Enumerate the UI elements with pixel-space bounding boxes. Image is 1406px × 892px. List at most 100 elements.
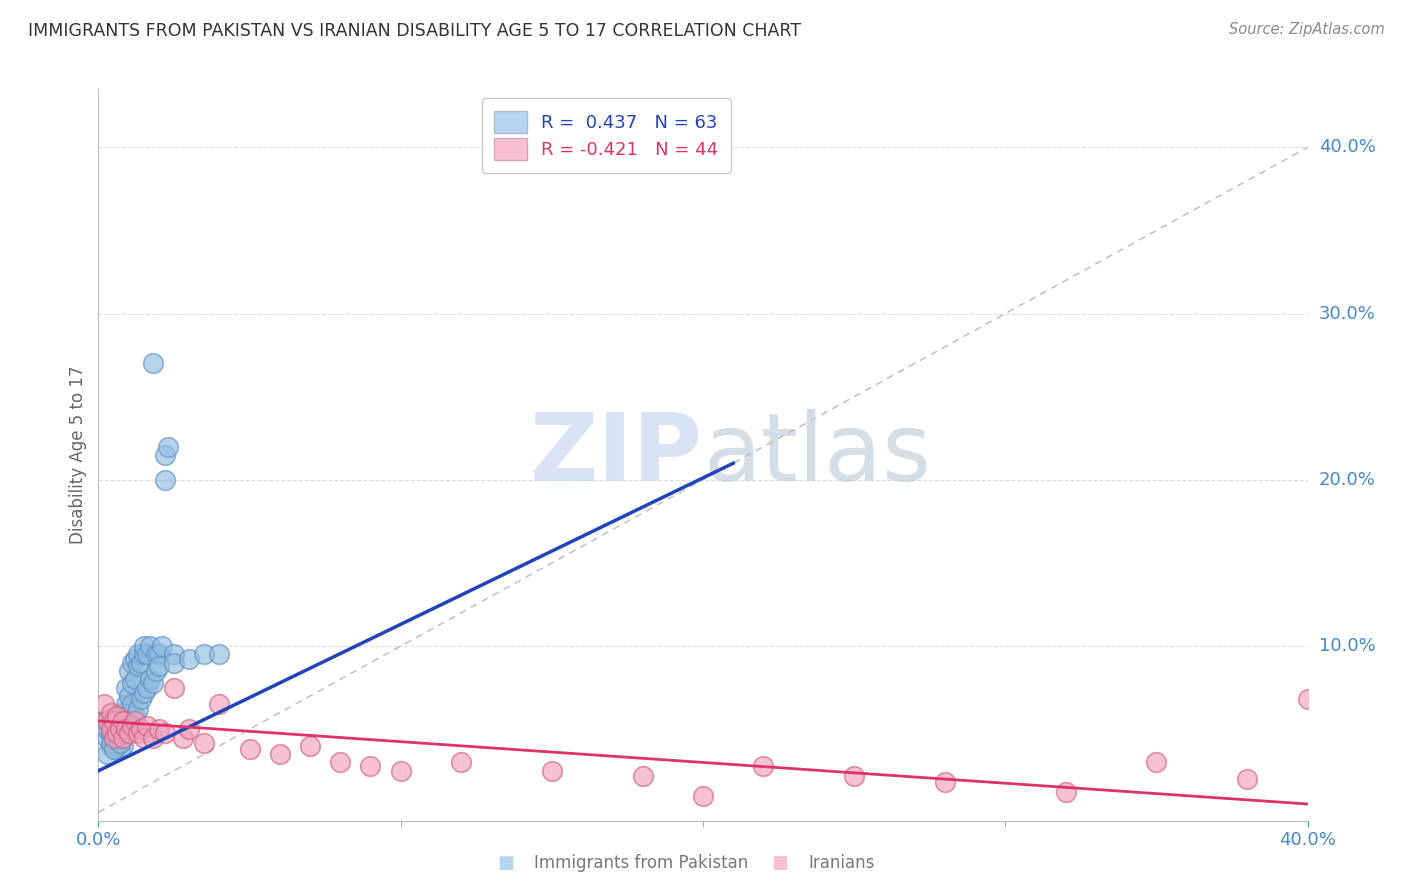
- Point: [752, 758, 775, 772]
- Point: [103, 731, 125, 745]
- Point: [1144, 756, 1167, 770]
- Point: [111, 723, 134, 737]
- Text: Source: ZipAtlas.com: Source: ZipAtlas.com: [1229, 22, 1385, 37]
- Point: [118, 689, 141, 703]
- Point: [100, 706, 122, 720]
- Point: [148, 659, 170, 673]
- Text: 30.0%: 30.0%: [1319, 305, 1375, 323]
- Point: [96, 747, 118, 761]
- Point: [127, 702, 149, 716]
- Point: [111, 706, 134, 720]
- Point: [142, 675, 165, 690]
- Point: [127, 648, 149, 662]
- Text: atlas: atlas: [703, 409, 931, 501]
- Point: [631, 769, 654, 783]
- Point: [135, 681, 157, 695]
- Point: [121, 656, 143, 670]
- Point: [142, 356, 165, 370]
- Text: ■: ■: [772, 855, 789, 872]
- Point: [692, 789, 714, 803]
- Point: [153, 473, 176, 487]
- Point: [450, 756, 472, 770]
- Point: [96, 723, 118, 737]
- Point: [540, 764, 562, 778]
- Point: [100, 735, 122, 749]
- Point: [844, 769, 866, 783]
- Point: [105, 709, 128, 723]
- Text: 10.0%: 10.0%: [1319, 637, 1375, 655]
- Point: [135, 719, 157, 733]
- Point: [360, 758, 382, 772]
- Text: IMMIGRANTS FROM PAKISTAN VS IRANIAN DISABILITY AGE 5 TO 17 CORRELATION CHART: IMMIGRANTS FROM PAKISTAN VS IRANIAN DISA…: [28, 22, 801, 40]
- Point: [111, 714, 134, 728]
- Point: [103, 735, 125, 749]
- Point: [129, 692, 152, 706]
- Point: [100, 725, 122, 739]
- Text: 40.0%: 40.0%: [1319, 138, 1375, 156]
- Point: [118, 664, 141, 678]
- Point: [934, 775, 956, 789]
- Point: [111, 731, 134, 745]
- Point: [129, 656, 152, 670]
- Point: [132, 731, 155, 745]
- Point: [108, 742, 131, 756]
- Point: [100, 739, 122, 753]
- Point: [177, 652, 201, 666]
- Point: [132, 648, 155, 662]
- Point: [172, 731, 194, 745]
- Point: [145, 664, 167, 678]
- Point: [105, 739, 128, 753]
- Point: [93, 714, 115, 728]
- Point: [163, 648, 186, 662]
- Point: [132, 639, 155, 653]
- Point: [100, 714, 122, 728]
- Point: [177, 723, 201, 737]
- Point: [269, 747, 291, 761]
- Point: [118, 725, 141, 739]
- Point: [132, 685, 155, 699]
- Point: [103, 742, 125, 756]
- Point: [142, 731, 165, 745]
- Point: [208, 698, 231, 712]
- Point: [163, 656, 186, 670]
- Point: [105, 731, 128, 745]
- Point: [114, 681, 136, 695]
- Point: [153, 725, 176, 739]
- Point: [114, 723, 136, 737]
- Point: [150, 639, 173, 653]
- Legend: R =  0.437   N = 63, R = -0.421   N = 44: R = 0.437 N = 63, R = -0.421 N = 44: [482, 98, 731, 173]
- Text: Iranians: Iranians: [808, 855, 875, 872]
- Point: [208, 648, 231, 662]
- Point: [193, 735, 215, 749]
- Point: [93, 698, 115, 712]
- Point: [105, 714, 128, 728]
- Point: [145, 648, 167, 662]
- Point: [1236, 772, 1258, 786]
- Point: [121, 719, 143, 733]
- Point: [129, 723, 152, 737]
- Point: [108, 719, 131, 733]
- Point: [156, 440, 179, 454]
- Point: [103, 709, 125, 723]
- Point: [103, 742, 125, 756]
- Point: [239, 742, 262, 756]
- Point: [105, 725, 128, 739]
- Point: [118, 706, 141, 720]
- Point: [121, 675, 143, 690]
- Point: [124, 652, 146, 666]
- Point: [127, 659, 149, 673]
- Point: [389, 764, 412, 778]
- Point: [114, 719, 136, 733]
- Point: [127, 725, 149, 739]
- Point: [121, 698, 143, 712]
- Point: [105, 725, 128, 739]
- Text: ZIP: ZIP: [530, 409, 703, 501]
- Point: [114, 698, 136, 712]
- Point: [139, 639, 162, 653]
- Point: [103, 714, 125, 728]
- Point: [111, 725, 134, 739]
- Point: [148, 648, 170, 662]
- Point: [108, 723, 131, 737]
- Point: [299, 739, 322, 753]
- Point: [163, 681, 186, 695]
